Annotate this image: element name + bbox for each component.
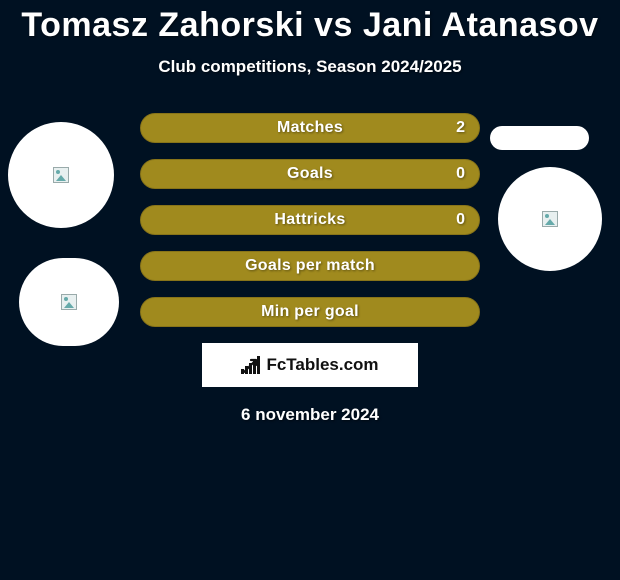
stat-label: Min per goal	[261, 303, 359, 321]
date-label: 6 november 2024	[0, 405, 620, 425]
stat-row: Min per goal	[140, 297, 480, 327]
stat-label: Hattricks	[274, 211, 345, 229]
stat-value: 2	[456, 119, 465, 137]
placeholder-image-icon	[53, 167, 69, 183]
placeholder-image-icon	[61, 294, 77, 310]
right-badge-2	[498, 167, 602, 271]
brand-box: FcTables.com	[202, 343, 418, 387]
stat-row: Goals 0	[140, 159, 480, 189]
stat-value: 0	[456, 165, 465, 183]
stat-label: Goals	[287, 165, 333, 183]
stat-row: Matches 2	[140, 113, 480, 143]
left-badge-2	[19, 258, 119, 346]
placeholder-image-icon	[542, 211, 558, 227]
stat-label: Goals per match	[245, 257, 375, 275]
stat-label: Matches	[277, 119, 343, 137]
right-badge-1	[490, 126, 589, 150]
stats-container: Matches 2 Goals 0 Hattricks 0 Goals per match M…	[140, 113, 480, 327]
brand-arrow-icon	[242, 356, 260, 374]
stat-row: Hattricks 0	[140, 205, 480, 235]
subtitle: Club competitions, Season 2024/2025	[0, 57, 620, 77]
page-title: Tomasz Zahorski vs Jani Atanasov	[0, 0, 620, 45]
stat-value: 0	[456, 211, 465, 229]
left-badge-1	[8, 122, 114, 228]
stat-row: Goals per match	[140, 251, 480, 281]
brand-label: FcTables.com	[266, 355, 378, 375]
